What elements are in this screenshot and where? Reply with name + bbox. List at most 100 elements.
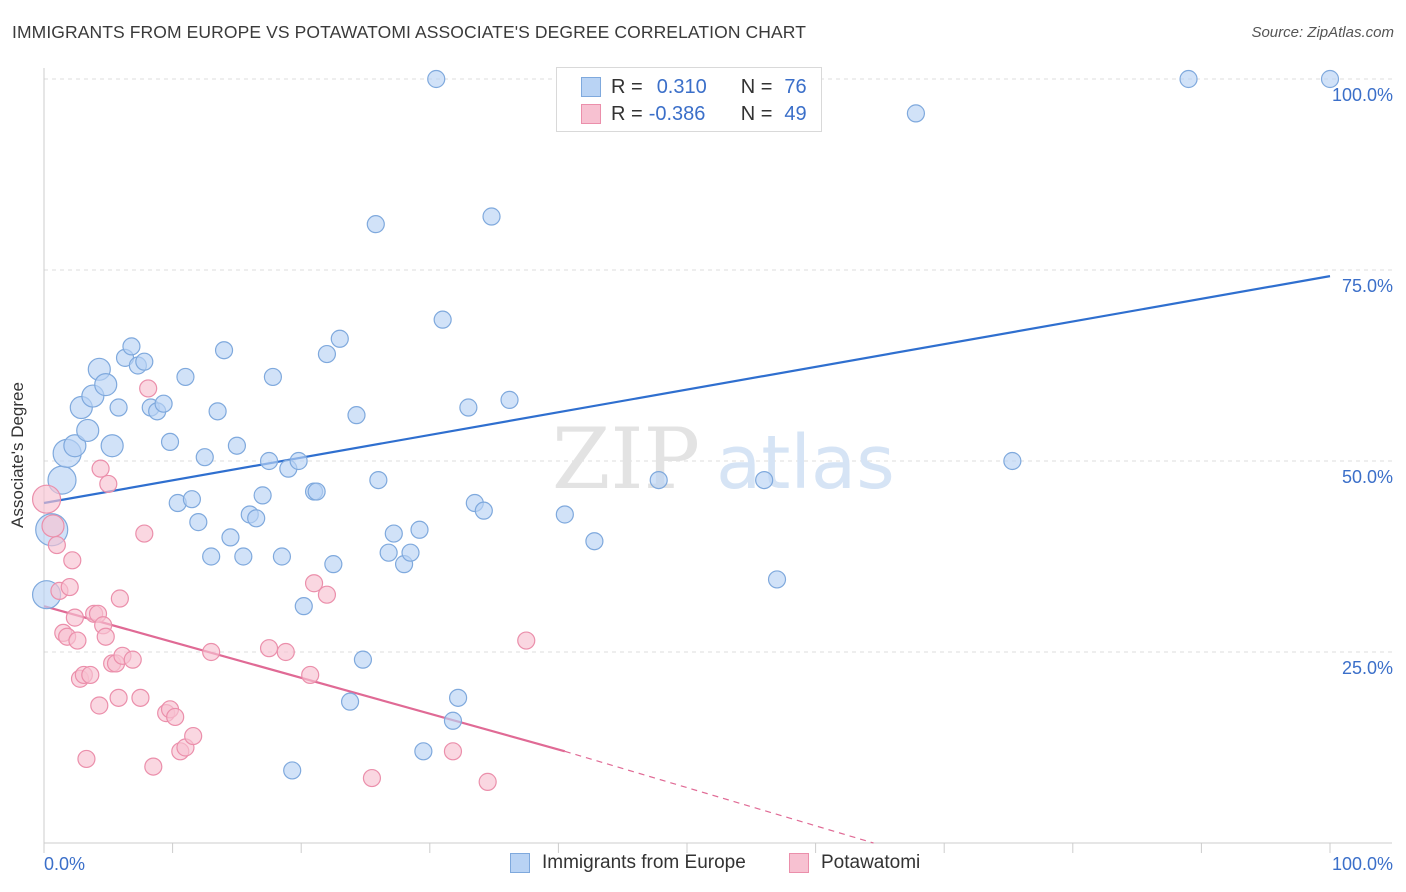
legend-item-potawatomi: Potawatomi bbox=[789, 852, 920, 874]
point-immigrants bbox=[459, 398, 478, 417]
point-immigrants bbox=[214, 341, 234, 360]
point-immigrants bbox=[324, 555, 343, 574]
point-potawatomi bbox=[301, 665, 320, 685]
point-potawatomi bbox=[144, 757, 163, 776]
legend-n-value: 76 bbox=[784, 75, 807, 98]
point-immigrants bbox=[353, 650, 373, 669]
point-immigrants bbox=[555, 505, 574, 524]
point-immigrants bbox=[414, 742, 433, 761]
chart-title: IMMIGRANTS FROM EUROPE VS POTAWATOMI ASS… bbox=[12, 22, 807, 42]
point-immigrants bbox=[221, 528, 240, 547]
source-label: Source: ZipAtlas.com bbox=[1251, 24, 1394, 41]
point-immigrants bbox=[410, 520, 429, 539]
point-potawatomi bbox=[31, 484, 62, 514]
legend-label-immigrants: Immigrants from Europe bbox=[542, 852, 746, 873]
point-immigrants bbox=[272, 547, 292, 566]
point-immigrants bbox=[189, 513, 208, 532]
tick-labels: 25.0% 50.0% 75.0% 100.0% 0.0% 100.0% bbox=[44, 85, 1393, 874]
point-potawatomi bbox=[99, 474, 118, 494]
point-immigrants bbox=[906, 104, 926, 123]
point-immigrants bbox=[379, 543, 398, 562]
point-immigrants bbox=[263, 367, 283, 387]
point-potawatomi bbox=[443, 742, 463, 761]
point-immigrants bbox=[63, 434, 87, 458]
point-immigrants bbox=[76, 418, 100, 443]
point-potawatomi bbox=[68, 631, 87, 650]
y-tick-label: 50.0% bbox=[1342, 467, 1393, 487]
point-immigrants bbox=[259, 451, 279, 471]
point-immigrants bbox=[1003, 451, 1022, 471]
point-immigrants bbox=[289, 451, 308, 471]
point-immigrants bbox=[500, 390, 519, 409]
point-immigrants bbox=[94, 373, 118, 397]
point-immigrants bbox=[482, 207, 501, 226]
x-tick-label: 0.0% bbox=[44, 854, 85, 874]
stats-legend: R = 0.310 N = 76 R = -0.386 N = 49 bbox=[556, 67, 822, 132]
gridlines bbox=[44, 78, 1392, 653]
point-potawatomi bbox=[65, 608, 84, 627]
legend-n-value: 49 bbox=[784, 102, 807, 125]
point-immigrants bbox=[433, 310, 452, 329]
point-potawatomi bbox=[276, 642, 295, 662]
point-potawatomi bbox=[139, 379, 158, 398]
point-immigrants bbox=[585, 532, 604, 551]
point-potawatomi bbox=[202, 642, 221, 662]
point-potawatomi bbox=[123, 650, 142, 669]
series-legend: Immigrants from Europe Potawatomi bbox=[0, 852, 1406, 878]
point-potawatomi bbox=[317, 585, 337, 604]
point-potawatomi bbox=[135, 524, 154, 543]
point-immigrants bbox=[767, 570, 787, 589]
point-potawatomi bbox=[41, 514, 65, 538]
point-immigrants bbox=[247, 509, 266, 528]
x-tick-label: 100.0% bbox=[1332, 854, 1393, 874]
legend-swatch-pink bbox=[789, 853, 809, 873]
point-immigrants bbox=[448, 688, 468, 707]
watermark-zip: ZIP bbox=[552, 410, 700, 508]
point-potawatomi bbox=[131, 688, 150, 707]
legend-row-blue: R = 0.310 N = 76 bbox=[581, 75, 807, 99]
point-immigrants bbox=[122, 337, 141, 356]
point-immigrants bbox=[294, 597, 313, 616]
axes bbox=[43, 68, 1392, 853]
point-immigrants bbox=[234, 547, 253, 566]
point-immigrants bbox=[427, 69, 446, 89]
legend-n-label: N = bbox=[740, 102, 773, 125]
point-potawatomi bbox=[96, 627, 115, 646]
legend-swatch-blue bbox=[510, 853, 530, 873]
point-immigrants bbox=[366, 215, 385, 234]
point-immigrants bbox=[135, 352, 154, 371]
data-points bbox=[31, 69, 1340, 791]
point-potawatomi bbox=[166, 707, 185, 727]
y-tick-label: 75.0% bbox=[1342, 276, 1393, 296]
point-potawatomi bbox=[91, 459, 110, 478]
point-potawatomi bbox=[184, 726, 203, 746]
point-immigrants bbox=[182, 490, 201, 509]
point-potawatomi bbox=[259, 639, 279, 658]
point-immigrants bbox=[109, 398, 128, 417]
point-potawatomi bbox=[304, 574, 324, 593]
point-potawatomi bbox=[517, 631, 536, 650]
point-potawatomi bbox=[81, 665, 100, 685]
legend-row-pink: R = -0.386 N = 49 bbox=[581, 102, 807, 126]
point-immigrants bbox=[100, 434, 124, 458]
point-immigrants bbox=[227, 436, 246, 455]
legend-r-label: R = bbox=[611, 75, 643, 98]
point-immigrants bbox=[195, 448, 214, 467]
point-potawatomi bbox=[478, 772, 497, 791]
point-immigrants bbox=[330, 329, 349, 348]
point-immigrants bbox=[283, 761, 302, 780]
trend-line-immigrants bbox=[43, 275, 1331, 505]
point-immigrants bbox=[401, 543, 420, 562]
legend-n-label: N = bbox=[740, 75, 773, 98]
point-potawatomi bbox=[109, 688, 128, 707]
legend-r-label: R = bbox=[611, 102, 643, 125]
watermark-atlas: atlas bbox=[716, 420, 895, 506]
point-immigrants bbox=[649, 471, 668, 490]
point-potawatomi bbox=[90, 696, 109, 715]
point-potawatomi bbox=[63, 551, 82, 570]
y-tick-label: 100.0% bbox=[1332, 85, 1393, 105]
point-immigrants bbox=[160, 432, 180, 451]
point-immigrants bbox=[443, 711, 463, 730]
point-immigrants bbox=[253, 486, 272, 505]
